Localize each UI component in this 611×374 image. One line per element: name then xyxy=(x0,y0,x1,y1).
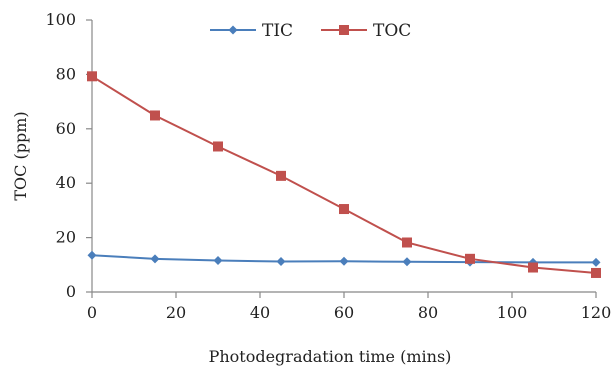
data-point-tic xyxy=(276,257,286,267)
y-tick-label: 0 xyxy=(66,282,76,301)
data-point-tic xyxy=(87,250,97,260)
legend-item-tic: TIC xyxy=(210,21,293,41)
x-tick-label: 20 xyxy=(166,303,186,322)
series-line-toc xyxy=(91,75,597,274)
y-tick-label: 20 xyxy=(56,228,76,247)
data-point-tic xyxy=(339,256,349,266)
x-tick-label: 40 xyxy=(250,303,270,322)
data-point-tic xyxy=(150,254,160,264)
legend-marker-toc xyxy=(339,25,349,35)
data-point-toc xyxy=(591,267,601,278)
data-point-toc xyxy=(276,170,286,181)
y-tick-label: 80 xyxy=(56,64,76,83)
data-point-tic xyxy=(213,255,223,265)
series-layer xyxy=(87,71,601,278)
y-axis-title: TOC (ppm) xyxy=(11,111,30,200)
legend-label-tic: TIC xyxy=(262,21,293,41)
x-axis-title: Photodegradation time (mins) xyxy=(209,347,452,366)
legend-item-toc: TOC xyxy=(321,21,411,41)
x-tick-label: 80 xyxy=(418,303,438,322)
data-point-toc xyxy=(150,110,160,121)
y-tick-label: 60 xyxy=(56,119,76,138)
data-point-toc xyxy=(402,237,412,248)
data-point-toc xyxy=(213,141,223,152)
legend-label-toc: TOC xyxy=(373,21,411,41)
data-point-tic xyxy=(402,257,412,267)
data-point-toc xyxy=(528,262,538,273)
x-tick-label: 100 xyxy=(497,303,528,322)
series-toc xyxy=(87,71,601,278)
axes xyxy=(91,20,596,293)
x-tick-label: 120 xyxy=(581,303,611,322)
y-tick-label: 100 xyxy=(45,10,76,29)
y-tick-label: 40 xyxy=(56,173,76,192)
data-point-toc xyxy=(87,71,97,82)
x-tick-label: 0 xyxy=(87,303,97,322)
data-point-tic xyxy=(591,257,601,267)
legend-marker-tic xyxy=(228,25,238,35)
series-tic xyxy=(87,250,601,267)
y-axis-ticks: 0 20 40 60 80 100 xyxy=(45,10,92,301)
x-axis-ticks: 0 20 40 60 80 100 120 xyxy=(87,292,611,322)
data-point-toc xyxy=(465,253,475,264)
legend: TIC TOC xyxy=(210,21,411,41)
data-point-toc xyxy=(339,204,349,215)
x-tick-label: 60 xyxy=(334,303,354,322)
